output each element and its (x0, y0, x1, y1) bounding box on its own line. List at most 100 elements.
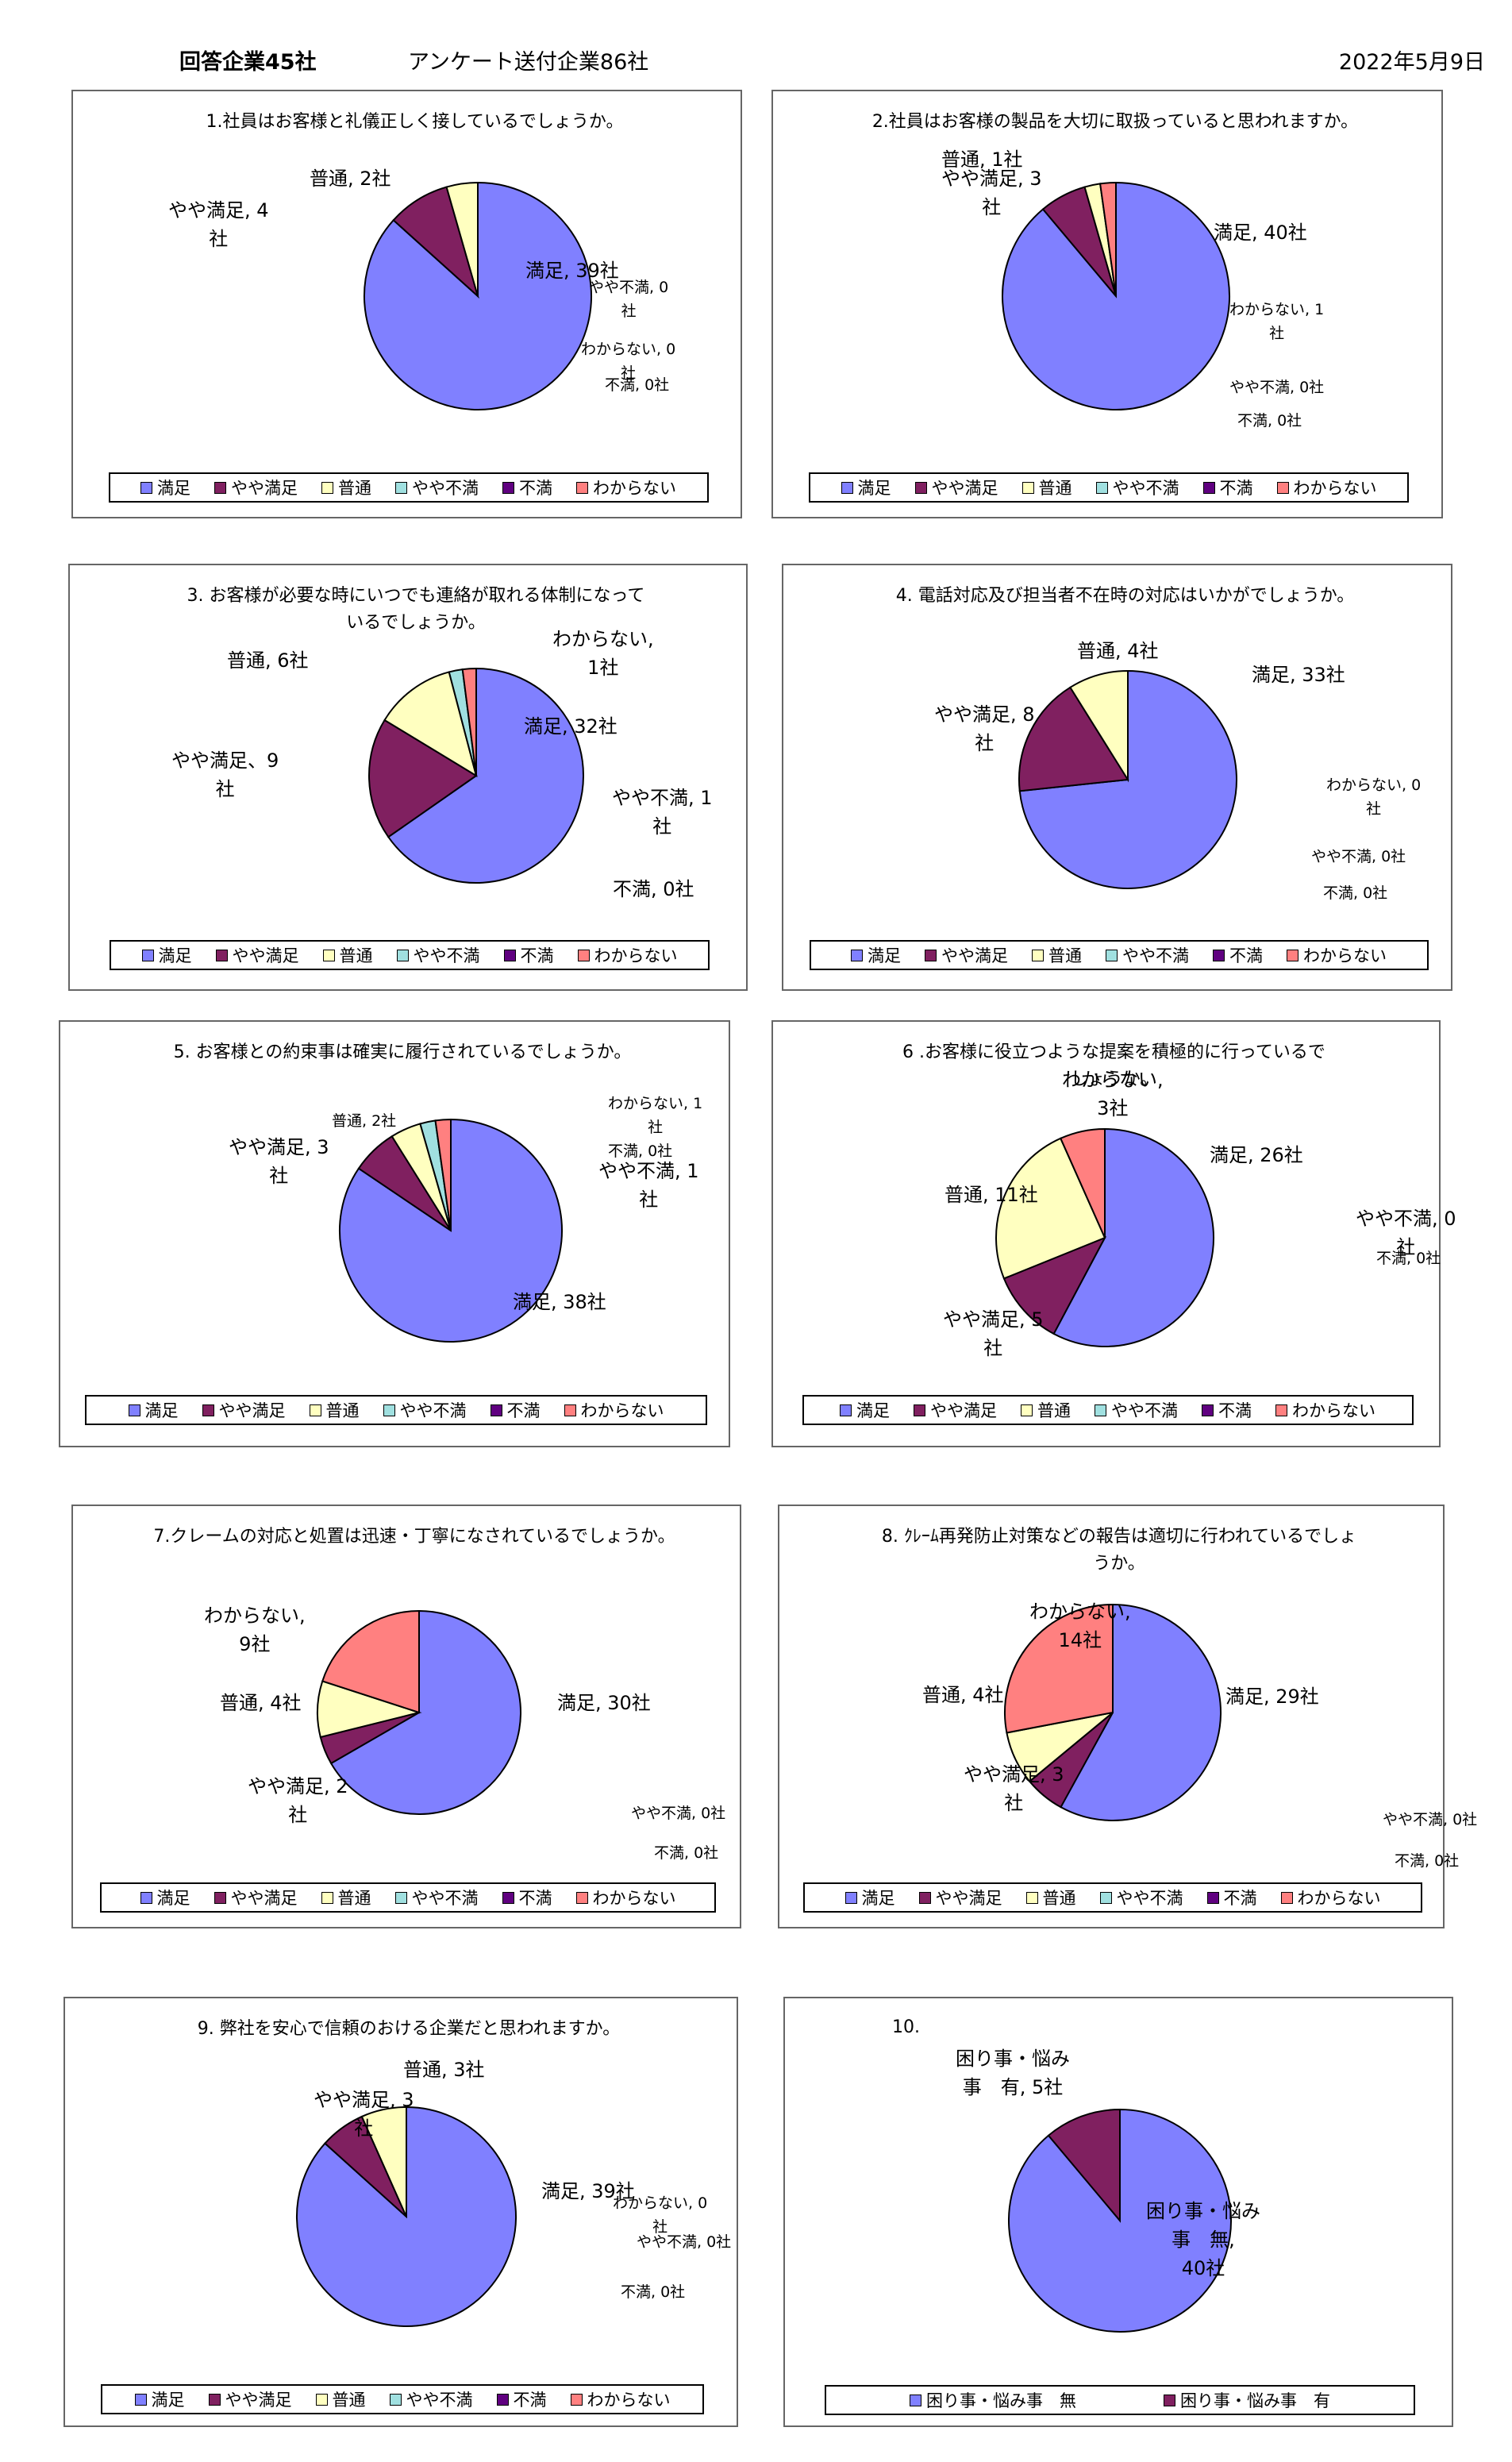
legend-swatch (1106, 949, 1118, 961)
pie-slice-0 (329, 1609, 521, 1815)
data-label-2: 普通, 1社 (941, 148, 1023, 171)
respondent-count: 回答企業45社 (179, 50, 317, 75)
legend-label: わからない (580, 1401, 664, 1420)
legend-item: 困り事・悩み事 無 (910, 2388, 1076, 2412)
legend-label: 満足 (868, 946, 901, 965)
legend-swatch (575, 1891, 588, 1904)
legend-item: 普通 (1021, 476, 1072, 499)
pie-slice-2 (383, 671, 478, 778)
data-label-5: わからない, 9社 (204, 1605, 306, 1655)
pie-slice-1 (1018, 686, 1129, 792)
data-label-0: 満足, 33社 (1252, 664, 1345, 686)
legend-label: 満足 (158, 946, 192, 965)
legend-item: わからない (564, 1398, 664, 1422)
legend-swatch (389, 2393, 402, 2406)
data-label-4: 不満, 0社 (654, 1844, 719, 1862)
legend-item: わからない (576, 476, 676, 499)
legend-item: わからない (1287, 943, 1387, 967)
data-label-2: 普通, 6社 (227, 649, 309, 672)
legend-swatch (1275, 1404, 1287, 1416)
legend-label: やや不満 (1122, 946, 1189, 965)
legend-label: 満足 (144, 1401, 179, 1420)
legend-label: 不満 (1223, 1889, 1257, 1908)
pie-slice-1 (1047, 2108, 1121, 2223)
data-label-5: わからない, 1社 (552, 628, 654, 679)
legend-label: 不満 (513, 2391, 547, 2410)
pie-slice-2 (360, 2106, 407, 2217)
data-label-0: 満足, 40社 (1214, 222, 1307, 244)
legend-item: 不満 (490, 1398, 541, 1422)
legend-label: 満足 (151, 2391, 185, 2410)
legend-label: わからない (594, 946, 678, 965)
chart-panel-10: 10. 困り事・悩み事 無, 40社 困り事・悩み事 有, 5社 困り事・悩み事 無困り… (783, 1997, 1453, 2427)
data-label-0: 満足, 39社 (525, 260, 619, 282)
legend-swatch (321, 481, 333, 494)
pie-chart (339, 1118, 563, 1343)
legend-label: やや不満 (406, 2391, 473, 2410)
pie-slice-2 (995, 1137, 1106, 1280)
pie-chart (995, 1127, 1215, 1347)
legend-item: やや満足 (214, 1886, 298, 1909)
legend-label: 不満 (1229, 946, 1263, 965)
legend-label: 不満 (518, 1889, 552, 1908)
chart-title: 4. 電話対応及び担当者不在時の対応はいかがでしょうか。 (895, 586, 1355, 606)
legend-swatch (1095, 1404, 1106, 1416)
chart-panel-3: 3. お客様が必要な時にいつでも連絡が取れる体制になって いるでしょうか。 満足, … (68, 564, 748, 991)
legend-label: やや不満 (411, 1889, 479, 1908)
pie-slice-5 (321, 1609, 420, 1714)
legend-label: わからない (1293, 479, 1377, 498)
legend-label: わからない (1303, 946, 1387, 965)
legend-item: やや不満 (1099, 1886, 1183, 1909)
pie-slice-1 (392, 186, 479, 299)
legend-swatch (1095, 481, 1108, 494)
pie-chart (1008, 2108, 1232, 2333)
legend-label: やや満足 (232, 946, 299, 965)
legend-swatch (322, 949, 335, 961)
chart-legend: 満足 やや満足 普通 やや不満 不満 わからない (110, 940, 710, 970)
legend-item: やや不満 (383, 1398, 467, 1422)
legend-label: 普通 (338, 479, 371, 498)
legend-label: 普通 (332, 2391, 366, 2410)
legend-swatch (840, 1404, 852, 1416)
data-label-3: やや不満, 0社 (1311, 848, 1406, 865)
legend-label: 満足 (861, 1889, 895, 1908)
legend-swatch (910, 2394, 921, 2406)
legend-swatch (383, 1404, 395, 1416)
legend-swatch (396, 949, 409, 961)
legend-label: 普通 (1037, 1401, 1071, 1420)
chart-title: 1.社員はお客様と礼儀正しく接しているでしょうか。 (206, 112, 624, 132)
legend-swatch (577, 949, 590, 961)
chart-title: 8. ｸﾚｰﾑ再発防止対策などの報告は適切に行われているでしょ うか。 (881, 1527, 1357, 1574)
legend-item: 満足 (134, 2387, 185, 2411)
legend-swatch (140, 1891, 152, 1904)
legend-item: 不満 (1202, 476, 1253, 499)
chart-legend: 満足 やや満足 普通 やや不満 不満 わからない (101, 2384, 704, 2414)
legend-label: やや満足 (935, 1889, 1002, 1908)
legend-label: やや満足 (941, 946, 1008, 965)
legend-swatch (844, 1891, 857, 1904)
data-label-4: 不満, 0社 (1395, 1852, 1460, 1870)
legend-swatch (1202, 1404, 1214, 1416)
legend-label: 困り事・悩み事 無 (926, 2391, 1076, 2410)
legend-label: 困り事・悩み事 有 (1180, 2391, 1330, 2410)
legend-label: 普通 (1042, 1889, 1076, 1908)
legend-label: やや不満 (1112, 479, 1179, 498)
legend-swatch (1021, 1404, 1033, 1416)
chart-legend: 困り事・悩み事 無 困り事・悩み事 有 (825, 2385, 1415, 2415)
data-label-4: 不満, 0社 (1376, 1250, 1441, 1267)
data-label-3: やや不満, 0社 (1229, 379, 1325, 396)
legend-item: 困り事・悩み事 有 (1164, 2388, 1330, 2412)
legend-label: わからない (1297, 1889, 1381, 1908)
legend-swatch (1099, 1891, 1112, 1904)
legend-item: やや満足 (914, 1398, 997, 1422)
legend-swatch (1032, 949, 1044, 961)
legend-swatch (918, 1891, 931, 1904)
legend-item: 普通 (1021, 1398, 1071, 1422)
legend-item: 普通 (322, 943, 373, 967)
legend-swatch (214, 481, 226, 494)
